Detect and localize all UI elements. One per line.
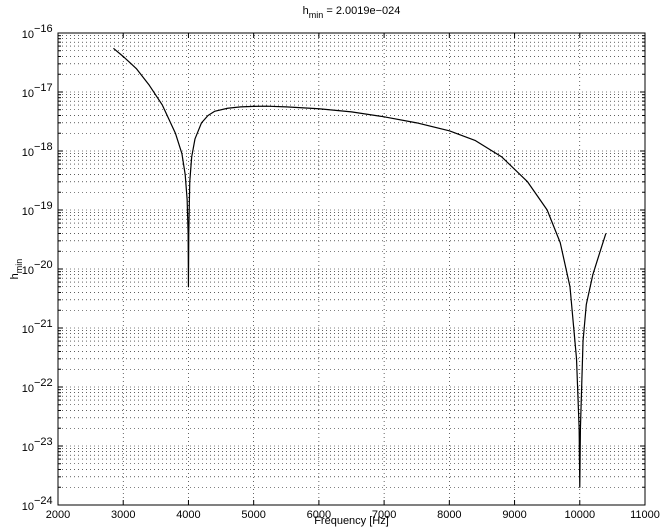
y-tick-label-exponent: −17 [34,82,53,94]
x-tick-label: 8000 [437,509,461,521]
y-tick-label-exponent: −18 [34,141,53,153]
x-tick-label: 5000 [241,509,265,521]
y-tick-label: 10 [22,88,34,100]
x-tick-label: 2000 [46,509,70,521]
y-tick-label-exponent: −16 [34,23,53,35]
x-tick-label: 10000 [564,509,595,521]
y-tick-label-base: 10 [22,501,34,513]
x-tick-label: 3000 [111,509,135,521]
y-tick-label: 10 [22,147,34,159]
y-tick-label: 10 [22,442,34,454]
y-axis-label-subscript: min [14,259,24,274]
title-value: = 2.0019e−024 [323,5,400,17]
title-subscript: min [309,10,324,20]
x-tick-label: 4000 [176,509,200,521]
y-tick-label-exponent: −21 [34,318,53,330]
y-tick-label-exponent: −19 [34,200,53,212]
y-tick-label-base: 10 [22,88,34,100]
y-tick-label-base: 10 [22,206,34,218]
y-tick-label: 10 [22,206,34,218]
y-tick-label-exponent: −22 [34,377,53,389]
y-tick-label: 10 [22,29,34,41]
y-tick-label-base: 10 [22,29,34,41]
y-tick-label: 10 [22,324,34,336]
y-tick-label-exponent: −23 [34,436,53,448]
y-tick-label-exponent: −20 [34,259,53,271]
y-tick-label-base: 10 [22,442,34,454]
y-tick-label: 10 [22,383,34,395]
x-axis-label: Frequency [Hz] [314,515,389,527]
y-tick-label-base: 10 [22,324,34,336]
x-tick-label: 11000 [630,509,660,521]
y-tick-label: 10 [22,501,34,513]
y-tick-label-base: 10 [22,383,34,395]
y-tick-label-exponent: −24 [34,495,53,507]
x-tick-label: 9000 [502,509,526,521]
y-tick-label-base: 10 [22,147,34,159]
